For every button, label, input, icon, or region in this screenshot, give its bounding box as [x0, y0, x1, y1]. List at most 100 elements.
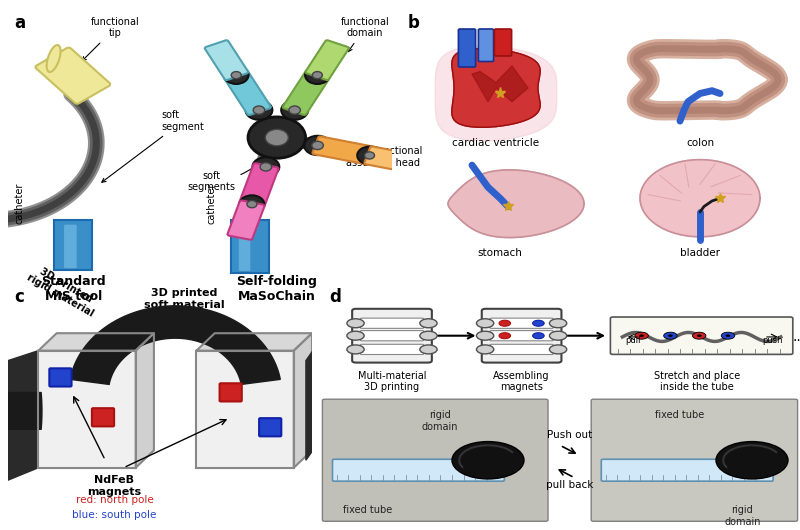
Polygon shape	[197, 351, 294, 468]
Circle shape	[347, 345, 364, 354]
Text: push: push	[762, 336, 782, 345]
Circle shape	[533, 320, 544, 326]
Circle shape	[477, 345, 494, 354]
Text: fixed tube: fixed tube	[655, 410, 705, 420]
Circle shape	[260, 163, 272, 171]
Text: Multi-material
3D printing: Multi-material 3D printing	[358, 370, 426, 392]
FancyBboxPatch shape	[238, 225, 250, 271]
FancyBboxPatch shape	[360, 331, 424, 341]
Polygon shape	[197, 333, 312, 351]
Circle shape	[365, 152, 374, 159]
Text: pull back: pull back	[546, 480, 594, 490]
Text: 3D printed
rigid material: 3D printed rigid material	[25, 262, 101, 318]
Circle shape	[722, 332, 734, 339]
FancyBboxPatch shape	[205, 40, 248, 80]
Text: colon: colon	[686, 138, 714, 147]
FancyBboxPatch shape	[602, 460, 773, 481]
Text: d: d	[330, 288, 342, 306]
FancyBboxPatch shape	[591, 399, 798, 522]
Circle shape	[726, 334, 730, 337]
Circle shape	[420, 319, 437, 328]
Circle shape	[420, 345, 437, 354]
Circle shape	[693, 332, 706, 339]
FancyBboxPatch shape	[50, 368, 71, 386]
Polygon shape	[8, 351, 38, 480]
Circle shape	[358, 147, 382, 164]
FancyBboxPatch shape	[352, 309, 432, 363]
Polygon shape	[70, 306, 280, 384]
FancyBboxPatch shape	[322, 399, 548, 522]
Circle shape	[420, 331, 437, 340]
Circle shape	[304, 136, 331, 155]
FancyBboxPatch shape	[239, 163, 278, 208]
Circle shape	[266, 129, 288, 146]
Polygon shape	[38, 333, 154, 351]
FancyBboxPatch shape	[282, 70, 330, 115]
Text: Self-folding
MaSoChain: Self-folding MaSoChain	[236, 276, 318, 303]
Circle shape	[533, 333, 544, 339]
Text: soft
segment: soft segment	[102, 110, 205, 182]
Text: ...: ...	[793, 330, 800, 344]
Polygon shape	[452, 49, 540, 127]
Circle shape	[347, 319, 364, 328]
FancyBboxPatch shape	[259, 418, 282, 436]
FancyBboxPatch shape	[224, 70, 271, 115]
Circle shape	[247, 200, 257, 208]
Circle shape	[668, 334, 673, 337]
Circle shape	[231, 72, 242, 79]
Text: 3D printed
soft material: 3D printed soft material	[144, 288, 225, 310]
Circle shape	[477, 331, 494, 340]
FancyBboxPatch shape	[35, 48, 110, 104]
Text: red: north pole: red: north pole	[75, 495, 154, 505]
Text: b: b	[408, 14, 420, 32]
Polygon shape	[136, 333, 154, 468]
Polygon shape	[230, 220, 269, 272]
Text: Assembling
magnets: Assembling magnets	[494, 370, 550, 392]
FancyBboxPatch shape	[482, 309, 562, 363]
Circle shape	[282, 101, 308, 120]
Circle shape	[305, 66, 330, 84]
FancyBboxPatch shape	[494, 29, 512, 56]
Circle shape	[664, 332, 677, 339]
FancyBboxPatch shape	[365, 146, 419, 173]
FancyBboxPatch shape	[333, 460, 504, 481]
Circle shape	[550, 319, 566, 328]
Text: rigid
domain: rigid domain	[422, 410, 458, 432]
FancyBboxPatch shape	[227, 200, 265, 240]
Text: blue: south pole: blue: south pole	[72, 510, 157, 520]
Polygon shape	[38, 351, 136, 468]
Text: catheter: catheter	[206, 183, 217, 224]
Circle shape	[248, 117, 306, 158]
Circle shape	[452, 441, 524, 479]
Circle shape	[246, 101, 272, 120]
Circle shape	[240, 196, 264, 213]
Circle shape	[289, 106, 301, 114]
Polygon shape	[54, 220, 93, 270]
FancyBboxPatch shape	[490, 331, 554, 341]
FancyBboxPatch shape	[92, 408, 114, 426]
Circle shape	[347, 331, 364, 340]
Text: bladder: bladder	[680, 248, 720, 258]
FancyBboxPatch shape	[313, 136, 374, 164]
Polygon shape	[306, 343, 318, 460]
FancyBboxPatch shape	[360, 344, 424, 355]
Circle shape	[312, 72, 322, 79]
Circle shape	[253, 106, 265, 114]
Polygon shape	[294, 333, 312, 468]
Text: Stretch and place
inside the tube: Stretch and place inside the tube	[654, 370, 740, 392]
Text: Multi-functional
assembly head: Multi-functional assembly head	[304, 143, 422, 167]
Circle shape	[499, 320, 510, 326]
Circle shape	[716, 441, 788, 479]
Text: functional
domain: functional domain	[341, 17, 390, 51]
Circle shape	[635, 332, 648, 339]
FancyBboxPatch shape	[478, 29, 494, 61]
FancyBboxPatch shape	[490, 344, 554, 355]
Text: Push out: Push out	[547, 430, 592, 440]
FancyBboxPatch shape	[360, 318, 424, 329]
Text: soft
segments: soft segments	[187, 160, 262, 192]
Circle shape	[550, 331, 566, 340]
Text: NdFeB
magnets: NdFeB magnets	[87, 475, 142, 497]
Text: stomach: stomach	[478, 248, 522, 258]
Circle shape	[639, 334, 644, 337]
FancyBboxPatch shape	[64, 225, 77, 268]
